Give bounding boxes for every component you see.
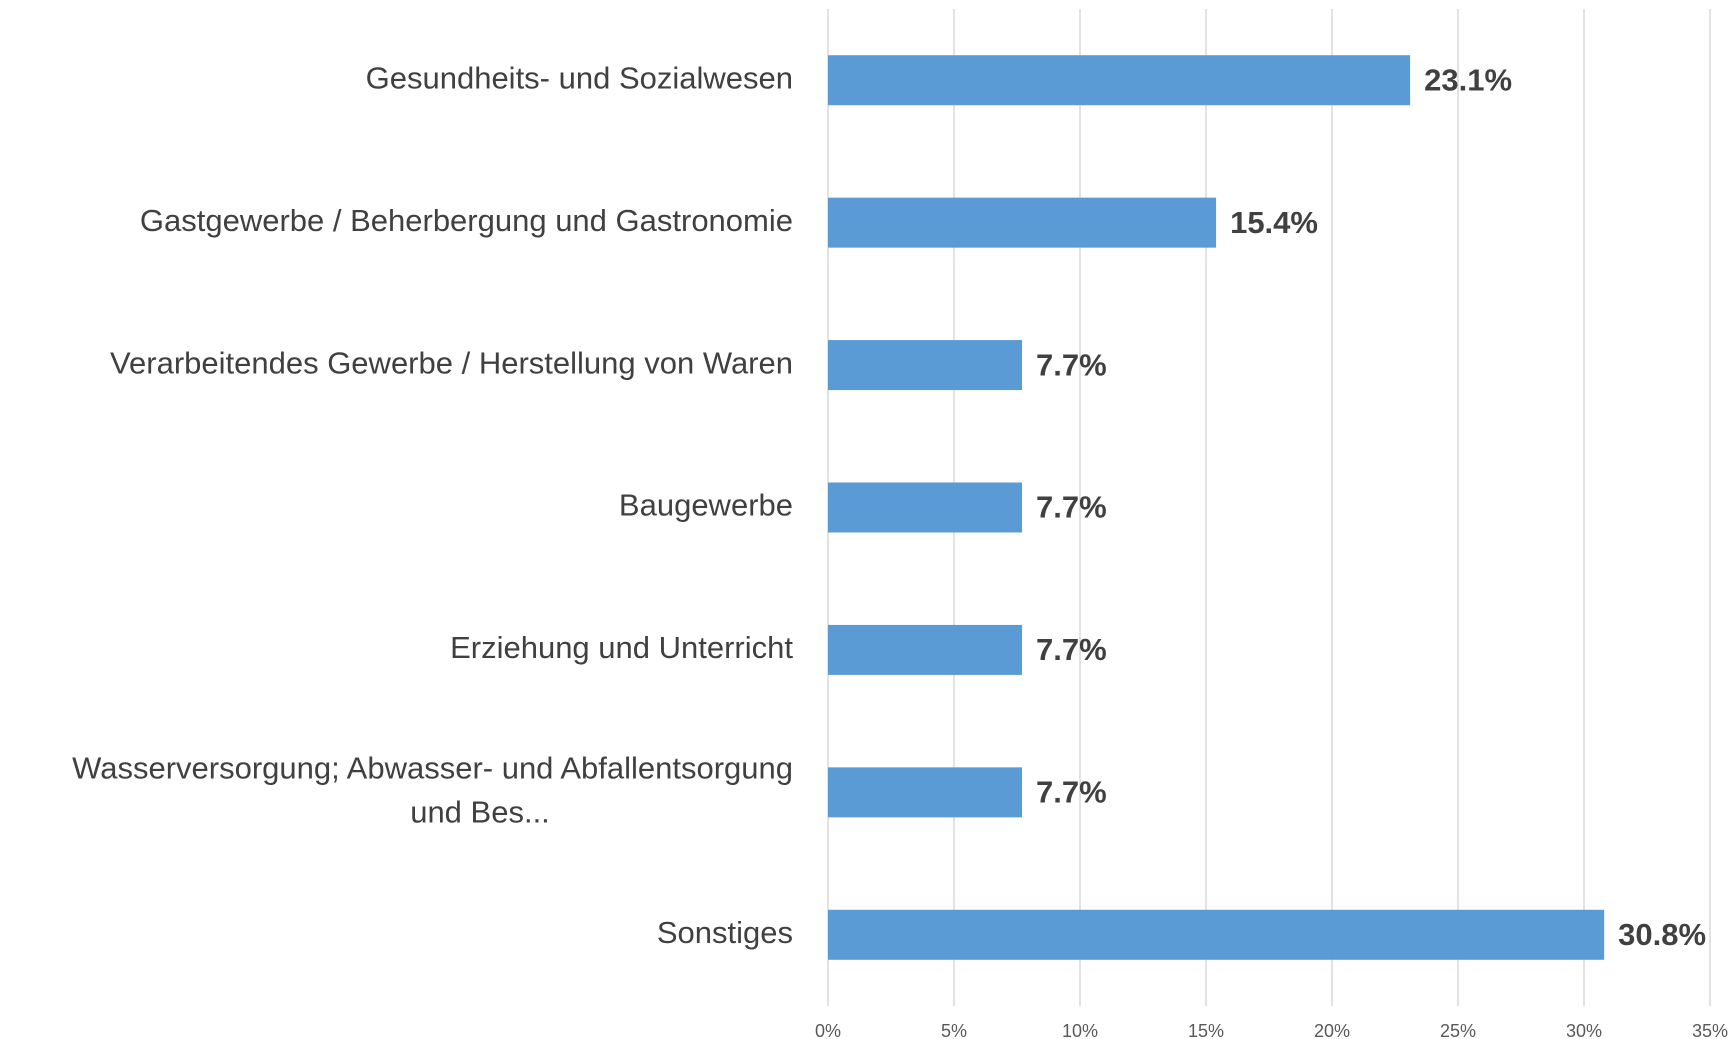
y-tick-label: Gastgewerbe / Beherbergung und Gastronom… xyxy=(140,203,793,238)
x-tick-label: 25% xyxy=(1440,1021,1476,1039)
x-tick-label: 35% xyxy=(1692,1021,1728,1039)
x-tick-label: 5% xyxy=(941,1021,967,1039)
bar xyxy=(828,482,1023,533)
data-label: 15.4% xyxy=(1230,205,1318,240)
x-tick-label: 30% xyxy=(1566,1021,1602,1039)
bar xyxy=(828,197,1217,248)
y-tick-label: Verarbeitendes Gewerbe / Herstellung von… xyxy=(110,345,793,380)
data-label: 30.8% xyxy=(1618,917,1706,952)
data-label: 7.7% xyxy=(1036,775,1107,810)
y-tick-label: Gesundheits- und Sozialwesen xyxy=(366,60,793,95)
y-tick-label: Wasserversorgung; Abwasser- und Abfallen… xyxy=(72,751,793,830)
bar xyxy=(828,624,1023,675)
bar xyxy=(828,340,1023,391)
data-label: 7.7% xyxy=(1036,347,1107,382)
bar xyxy=(828,767,1023,818)
x-tick-label: 10% xyxy=(1062,1021,1098,1039)
x-tick-label: 15% xyxy=(1188,1021,1224,1039)
data-label: 7.7% xyxy=(1036,632,1107,667)
x-tick-label: 0% xyxy=(815,1021,841,1039)
data-label: 7.7% xyxy=(1036,490,1107,525)
y-tick-label: Sonstiges xyxy=(657,915,793,950)
y-tick-label: Erziehung und Unterricht xyxy=(450,630,793,665)
bar xyxy=(828,909,1605,960)
y-tick-label: Baugewerbe xyxy=(619,488,793,523)
data-label: 23.1% xyxy=(1424,62,1512,97)
x-tick-label: 20% xyxy=(1314,1021,1350,1039)
bar xyxy=(828,55,1411,106)
